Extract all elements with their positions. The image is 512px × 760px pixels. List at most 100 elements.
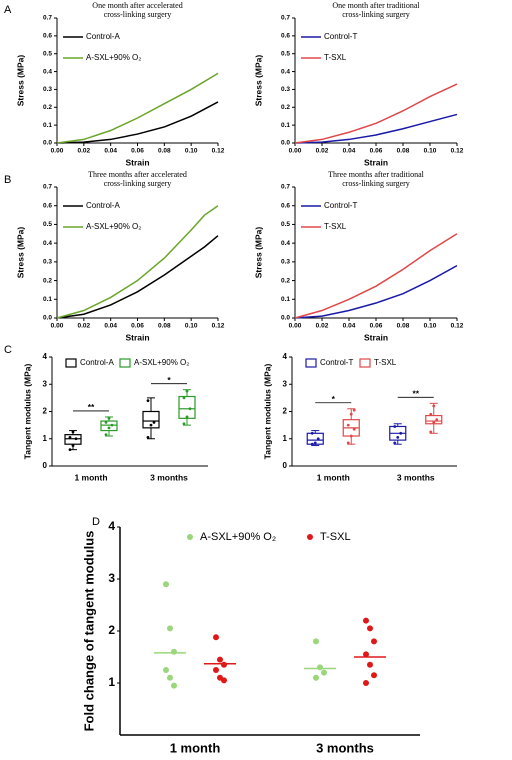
legend-swatch bbox=[359, 358, 371, 368]
y-tick-label: 0 bbox=[43, 461, 48, 470]
y-tick-label: 0.1 bbox=[43, 296, 52, 303]
box bbox=[178, 395, 196, 419]
y-tick-label: 0.3 bbox=[43, 86, 52, 93]
y-tick-label: 2 bbox=[108, 623, 115, 637]
point bbox=[221, 661, 227, 668]
x-tick-label: 0.02 bbox=[316, 148, 329, 155]
y-tick-label: 0.5 bbox=[43, 50, 52, 57]
point bbox=[352, 408, 356, 412]
point bbox=[146, 435, 150, 439]
point bbox=[221, 677, 227, 684]
y-tick-label: 0.4 bbox=[43, 240, 52, 247]
y-tick-label: 0.0 bbox=[43, 315, 52, 322]
y-tick-label: 4 bbox=[108, 519, 115, 533]
legend-label: Control-T bbox=[324, 32, 357, 41]
point bbox=[185, 389, 189, 393]
y-tick-label: 0.7 bbox=[281, 184, 290, 191]
legend-label: T-SXL bbox=[324, 53, 347, 62]
legend-label: A-SXL+90% O₂ bbox=[200, 531, 276, 543]
point bbox=[171, 682, 177, 689]
point bbox=[104, 433, 108, 437]
x-axis-title: Strain bbox=[125, 332, 149, 342]
box bbox=[142, 410, 160, 429]
legend-label: A-SXL+90% O₂ bbox=[86, 222, 141, 231]
y-tick-label: 4 bbox=[283, 352, 288, 361]
x-tick-label: 0.08 bbox=[397, 323, 410, 330]
y-tick-label: 4 bbox=[43, 352, 48, 361]
x-tick-label: 0.00 bbox=[51, 148, 64, 155]
point bbox=[313, 441, 317, 445]
x-tick-label: 3 months bbox=[397, 472, 435, 482]
legend-swatch bbox=[119, 358, 131, 368]
x-tick-label: 0.04 bbox=[343, 148, 356, 155]
x-tick-label: 0.02 bbox=[316, 323, 329, 330]
point bbox=[152, 421, 156, 424]
x-tick-label: 0.02 bbox=[78, 323, 91, 330]
y-tick-label: 0.1 bbox=[281, 296, 290, 303]
point bbox=[346, 441, 350, 445]
point bbox=[316, 437, 320, 441]
x-tick-label: 1 month bbox=[170, 740, 221, 755]
point bbox=[432, 404, 436, 408]
legend-label: Control-A bbox=[86, 32, 120, 41]
point bbox=[363, 617, 369, 624]
point bbox=[217, 656, 223, 663]
y-tick-label: 0.2 bbox=[43, 277, 52, 284]
panel-label: D bbox=[92, 516, 100, 528]
point bbox=[321, 669, 327, 676]
y-tick-label: 3 bbox=[43, 379, 48, 388]
x-tick-label: 0.06 bbox=[370, 323, 383, 330]
panel-label: B bbox=[4, 174, 11, 186]
x-tick-label: 0.00 bbox=[289, 323, 302, 330]
point bbox=[371, 672, 377, 679]
x-tick-label: 0.04 bbox=[343, 323, 356, 330]
y-tick-label: 0.5 bbox=[43, 221, 52, 228]
line bbox=[294, 233, 458, 319]
x-tick-label: 0.06 bbox=[370, 148, 383, 155]
y-tick-label: 0.6 bbox=[281, 33, 290, 40]
y-tick-label: 0.1 bbox=[281, 122, 290, 129]
y-tick-label: 0.6 bbox=[43, 33, 52, 40]
point bbox=[74, 437, 78, 441]
point bbox=[110, 423, 114, 427]
y-tick-label: 0.3 bbox=[281, 86, 290, 93]
point bbox=[163, 667, 169, 673]
y-axis-title: Stress (MPa) bbox=[253, 55, 263, 107]
legend-swatch bbox=[305, 358, 317, 368]
y-axis-title: Stress (MPa) bbox=[15, 55, 25, 107]
point bbox=[71, 430, 75, 434]
y-tick-label: 0.4 bbox=[43, 68, 52, 75]
point bbox=[429, 430, 433, 434]
point bbox=[146, 399, 150, 402]
chart-title: Three months after accelerated bbox=[88, 170, 187, 179]
y-tick-label: 0.3 bbox=[281, 259, 290, 266]
chart-title: Three months after traditional bbox=[328, 170, 425, 179]
x-tick-label: 0.10 bbox=[424, 323, 437, 330]
x-tick-label: 0.12 bbox=[212, 148, 225, 155]
y-tick-label: 0.0 bbox=[43, 140, 52, 147]
point bbox=[310, 431, 314, 435]
chart-title: cross-linking surgery bbox=[104, 179, 172, 188]
point bbox=[349, 412, 353, 416]
point bbox=[171, 648, 177, 655]
y-axis-title: Tangent modulus (MPa) bbox=[262, 363, 272, 459]
y-tick-label: 0.2 bbox=[281, 104, 290, 111]
legend-label: A-SXL+90% O₂ bbox=[134, 358, 189, 367]
legend-label: Control-A bbox=[80, 358, 114, 367]
point bbox=[393, 425, 397, 428]
point bbox=[313, 674, 319, 681]
legend-swatch bbox=[187, 534, 193, 540]
significance-label: * bbox=[167, 375, 171, 385]
y-tick-label: 0.3 bbox=[43, 259, 52, 266]
x-axis-title: Strain bbox=[125, 157, 149, 167]
legend-swatch bbox=[65, 358, 77, 368]
line bbox=[294, 264, 458, 319]
legend-swatch bbox=[307, 534, 313, 540]
x-tick-label: 0.08 bbox=[158, 148, 171, 155]
x-axis-title: Strain bbox=[364, 157, 388, 167]
y-tick-label: 0.6 bbox=[43, 202, 52, 209]
x-tick-label: 1 month bbox=[317, 472, 350, 482]
significance-label: ** bbox=[412, 389, 419, 399]
x-tick-label: 0.10 bbox=[185, 323, 198, 330]
